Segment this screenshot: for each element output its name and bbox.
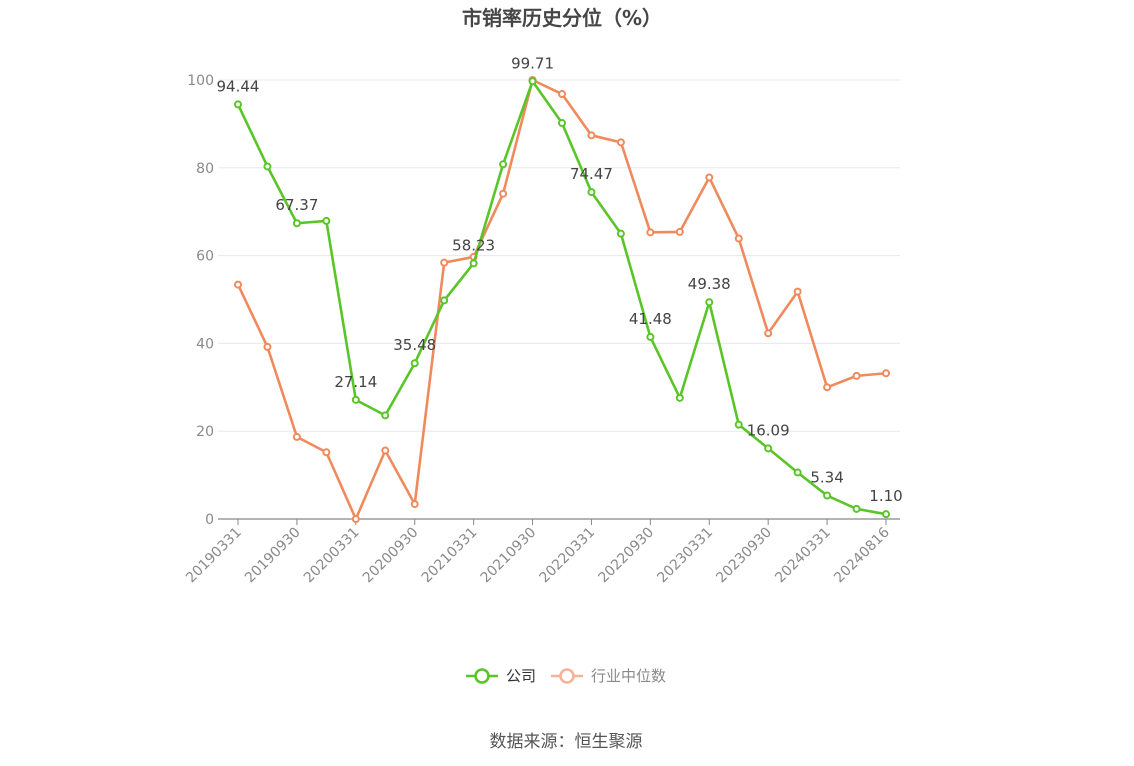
legend-item-0[interactable]: 公司 [466, 667, 536, 685]
data-point[interactable] [616, 229, 625, 238]
data-point[interactable] [705, 298, 714, 307]
data-point[interactable] [793, 468, 802, 477]
data-point[interactable] [263, 342, 272, 351]
data-point[interactable] [499, 160, 508, 169]
x-axis: 2019033120190930202003312020093020210331… [183, 518, 900, 587]
data-point[interactable] [705, 173, 714, 182]
y-tick-label: 100 [187, 73, 214, 89]
data-point[interactable] [558, 119, 566, 128]
data-point[interactable] [646, 332, 655, 341]
series-layer [234, 76, 890, 523]
data-point[interactable] [764, 329, 773, 338]
data-point[interactable] [381, 411, 390, 420]
y-tick-label: 60 [196, 249, 214, 265]
y-tick-label: 80 [196, 161, 214, 177]
data-point[interactable] [351, 395, 360, 404]
chart-title: 市销率历史分位（%） [462, 6, 662, 30]
x-tick-label: 20200331 [301, 525, 363, 587]
data-point[interactable] [764, 444, 773, 453]
data-point[interactable] [823, 491, 832, 500]
legend-item-1[interactable]: 行业中位数 [551, 667, 666, 685]
data-point[interactable] [381, 446, 390, 455]
data-point[interactable] [440, 258, 449, 267]
x-tick-label: 20210930 [478, 525, 540, 587]
data-label: 35.48 [393, 336, 436, 354]
data-point[interactable] [558, 90, 566, 99]
data-point[interactable] [882, 510, 890, 519]
data-label: 16.09 [747, 421, 790, 439]
x-tick-label: 20240331 [772, 525, 834, 587]
data-point[interactable] [793, 287, 802, 296]
data-label: 41.48 [629, 310, 672, 328]
data-point[interactable] [852, 504, 861, 513]
data-point[interactable] [734, 234, 743, 243]
x-tick-label: 20190930 [242, 525, 304, 587]
legend[interactable]: 公司 行业中位数 [466, 667, 666, 685]
data-point[interactable] [734, 420, 743, 429]
data-label: 58.23 [452, 236, 495, 254]
legend-marker [559, 668, 575, 684]
y-tick-label: 40 [196, 336, 214, 352]
data-point[interactable] [469, 259, 478, 268]
data-label: 1.10 [869, 487, 902, 505]
grid [218, 79, 900, 432]
legend-label: 行业中位数 [591, 667, 666, 685]
data-point[interactable] [234, 100, 242, 109]
data-point[interactable] [263, 162, 272, 171]
data-labels: 94.44 67.37 27.14 35.48 58.23 99.71 74.47 41.48… [217, 54, 903, 505]
data-point[interactable] [234, 280, 242, 289]
series-0 [234, 77, 890, 519]
x-tick-label: 20220930 [595, 525, 657, 587]
data-label: 94.44 [217, 77, 260, 95]
source-note: 数据来源：恒生聚源 [490, 732, 643, 752]
x-tick-label: 20190331 [183, 525, 245, 587]
series-line [236, 78, 887, 521]
x-tick-label: 20230331 [654, 525, 716, 587]
data-point[interactable] [351, 515, 360, 523]
data-point[interactable] [587, 131, 596, 140]
y-tick-label: 20 [196, 424, 214, 440]
data-point[interactable] [675, 227, 684, 236]
data-point[interactable] [292, 219, 301, 228]
data-label: 27.14 [334, 373, 377, 391]
legend-label: 公司 [506, 667, 536, 685]
x-tick-label: 20240816 [831, 524, 893, 586]
series-line [236, 79, 887, 516]
data-label: 5.34 [810, 469, 843, 487]
data-point[interactable] [616, 138, 625, 147]
x-tick-label: 20230930 [713, 525, 775, 587]
data-point[interactable] [528, 77, 537, 86]
y-axis-ticks: 0 20 40 60 80 100 [187, 73, 214, 528]
data-label: 49.38 [688, 275, 731, 293]
data-point[interactable] [440, 296, 449, 305]
data-point[interactable] [675, 393, 684, 402]
data-point[interactable] [410, 500, 419, 509]
data-point[interactable] [410, 359, 419, 368]
data-point[interactable] [882, 369, 890, 378]
x-tick-label: 20220331 [537, 525, 599, 587]
data-point[interactable] [852, 371, 861, 380]
data-label: 67.37 [275, 196, 318, 214]
data-label: 99.71 [511, 54, 554, 72]
data-point[interactable] [823, 383, 832, 392]
data-label: 74.47 [570, 165, 613, 183]
x-tick-label: 20200930 [360, 525, 422, 587]
data-point[interactable] [646, 228, 655, 237]
data-point[interactable] [587, 188, 596, 197]
series-1 [234, 76, 890, 523]
data-point[interactable] [499, 189, 508, 198]
y-tick-label: 0 [205, 512, 214, 528]
legend-marker [474, 668, 490, 684]
data-point[interactable] [322, 448, 331, 457]
data-point[interactable] [292, 432, 301, 441]
x-tick-label: 20210331 [419, 525, 481, 587]
data-point[interactable] [322, 216, 331, 225]
